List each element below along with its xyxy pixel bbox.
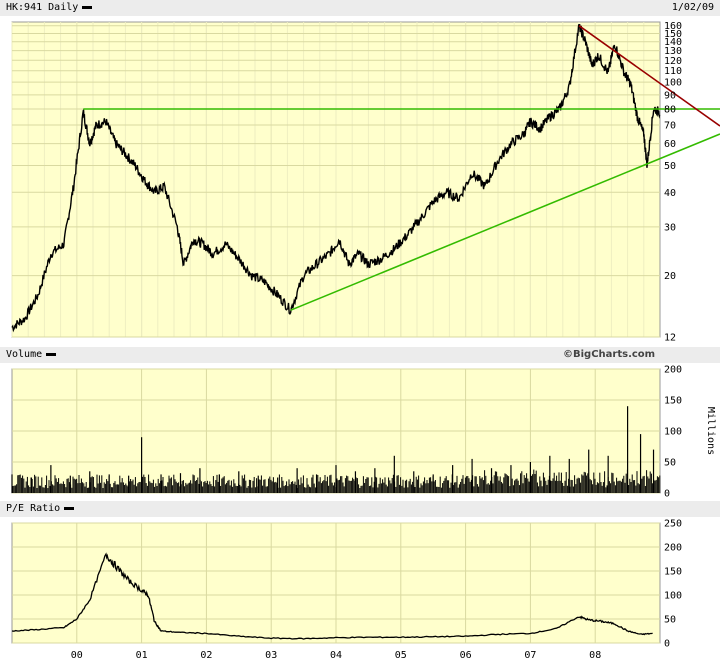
- pe-tick-label: 150: [664, 567, 682, 578]
- trendlines: [83, 25, 720, 311]
- price-panel-header: HK:941 Daily 1/02/09: [0, 0, 720, 16]
- price-tick-label: 20: [664, 271, 676, 282]
- pe-title: P/E Ratio: [6, 503, 75, 514]
- volume-ylabel: Millions: [705, 407, 716, 455]
- x-tick-label: 01: [136, 650, 148, 661]
- volume-tick-label: 150: [664, 396, 682, 407]
- pe-panel-header: P/E Ratio: [0, 501, 720, 517]
- axis-labels: 00 01 02 03 04 05 06 07 081220304050607080901001…: [71, 21, 682, 661]
- price-series: [11, 24, 661, 333]
- pe-tick-label: 250: [664, 519, 682, 530]
- volume-panel-header: Volume ©BigCharts.com: [0, 347, 720, 363]
- x-tick-label: 05: [395, 650, 407, 661]
- pe-tick-label: 200: [664, 543, 682, 554]
- price-tick-label: 50: [664, 161, 676, 172]
- resistance-falling: [578, 25, 720, 127]
- x-tick-label: 03: [265, 650, 277, 661]
- price-tick-label: 80: [664, 105, 676, 116]
- price-tick-label: 30: [664, 222, 676, 233]
- price-tick-label: 130: [664, 46, 682, 57]
- price-line: [11, 24, 661, 333]
- pe-series: [11, 552, 653, 640]
- support-rising: [290, 133, 720, 311]
- volume-tick-label: 200: [664, 365, 682, 376]
- price-tick-label: 12: [664, 333, 676, 344]
- pe-tick-label: 50: [664, 615, 676, 626]
- pe-tick-label: 100: [664, 591, 682, 602]
- price-tick-label: 70: [664, 121, 676, 132]
- volume-tick-label: 100: [664, 427, 682, 438]
- pe-tick-label: 0: [664, 639, 670, 650]
- price-tick-label: 90: [664, 90, 676, 101]
- price-legend-swatch: [82, 5, 93, 9]
- price-tick-label: 60: [664, 139, 676, 150]
- volume-tick-label: 0: [664, 489, 670, 500]
- symbol-label: HK:941 Daily: [6, 2, 93, 13]
- volume-legend-swatch: [46, 352, 57, 356]
- chart-date: 1/02/09: [671, 2, 714, 13]
- price-tick-label: 40: [664, 188, 676, 199]
- pe-line: [11, 552, 653, 640]
- volume-tick-label: 50: [664, 458, 676, 469]
- price-tick-label: 160: [664, 21, 682, 32]
- bigcharts-credit: ©BigCharts.com: [563, 349, 656, 360]
- volume-bars: [11, 406, 661, 493]
- x-tick-label: 04: [330, 650, 342, 661]
- price-tick-label: 110: [664, 66, 682, 77]
- pe-legend-swatch: [64, 506, 75, 510]
- x-tick-label: 02: [200, 650, 212, 661]
- price-tick-label: 150: [664, 29, 682, 40]
- x-tick-label: 06: [460, 650, 472, 661]
- volume-title: Volume: [6, 349, 57, 360]
- price-tick-label: 120: [664, 56, 682, 67]
- x-tick-label: 00: [71, 650, 83, 661]
- x-tick-label: 07: [524, 650, 536, 661]
- price-tick-label: 140: [664, 37, 682, 48]
- x-tick-label: 08: [589, 650, 601, 661]
- price-tick-label: 100: [664, 78, 682, 89]
